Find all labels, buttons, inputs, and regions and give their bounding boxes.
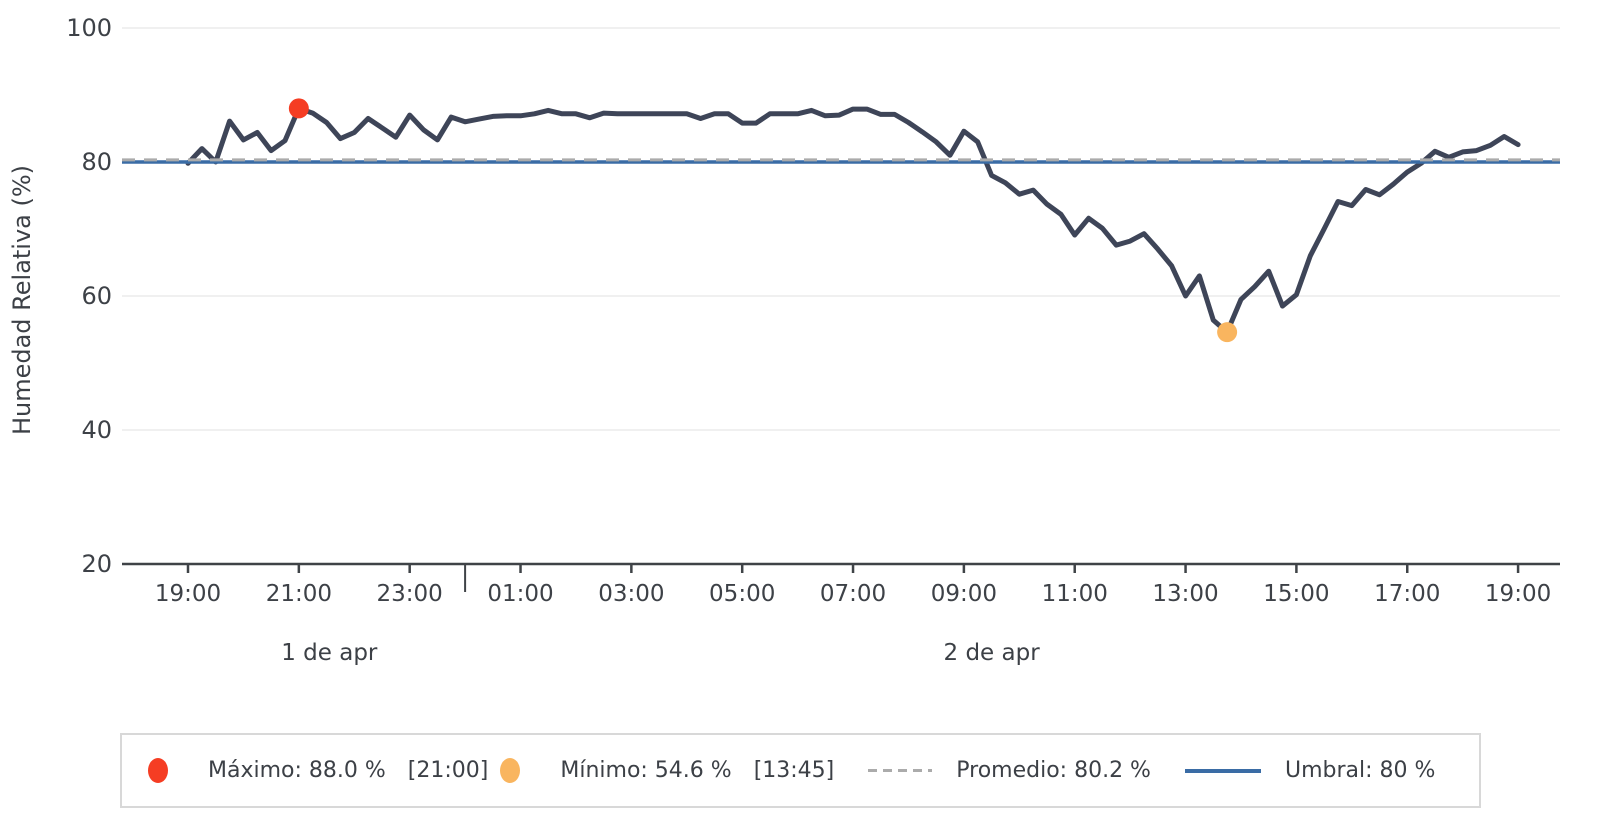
x-tick-label: 17:00 xyxy=(1374,581,1440,607)
x-tick-label: 01:00 xyxy=(487,581,553,607)
x-tick-label: 13:00 xyxy=(1152,581,1218,607)
threshold-line-icon xyxy=(1184,768,1261,773)
max-marker-icon xyxy=(148,758,168,783)
x-tick-label: 07:00 xyxy=(820,581,886,607)
max-point-marker xyxy=(288,98,309,119)
chart-legend: Máximo: 88.0 % [21:00] Mínimo: 54.6 % [1… xyxy=(120,733,1481,808)
legend-max-time: [21:00] xyxy=(407,758,489,783)
legend-item-threshold: Umbral: 80 % xyxy=(1184,758,1436,783)
y-tick-label: 100 xyxy=(66,14,112,42)
x-tick-label: 19:00 xyxy=(155,581,221,607)
legend-min-time: [13:45] xyxy=(753,758,835,783)
legend-min-label: Mínimo: 54.6 % xyxy=(560,758,732,783)
legend-item-min: Mínimo: 54.6 % [13:45] xyxy=(500,758,834,783)
y-tick-label: 40 xyxy=(81,416,112,444)
humidity-line xyxy=(185,105,1521,335)
y-tick-label: 60 xyxy=(81,282,112,310)
y-tick-label: 20 xyxy=(81,550,112,578)
legend-item-average: Promedio: 80.2 % xyxy=(868,758,1151,783)
y-tick-label: 80 xyxy=(81,148,112,176)
x-tick-label: 21:00 xyxy=(266,581,332,607)
y-axis-title: Humedad Relativa (%) xyxy=(8,165,36,435)
min-marker-icon xyxy=(500,758,521,783)
date-label: 2 de apr xyxy=(944,640,1041,666)
min-point-marker xyxy=(1217,322,1238,343)
legend-average-label: Promedio: 80.2 % xyxy=(956,758,1151,783)
legend-item-max: Máximo: 88.0 % [21:00] xyxy=(148,758,488,783)
x-tick-label: 19:00 xyxy=(1485,581,1551,607)
average-line-icon xyxy=(868,769,933,772)
x-tick-label: 11:00 xyxy=(1042,581,1108,607)
legend-threshold-label: Umbral: 80 % xyxy=(1284,758,1436,783)
x-tick-label: 23:00 xyxy=(377,581,443,607)
legend-max-label: Máximo: 88.0 % xyxy=(208,758,386,783)
x-tick-label: 09:00 xyxy=(931,581,997,607)
x-tick-label: 05:00 xyxy=(709,581,775,607)
x-tick-label: 15:00 xyxy=(1263,581,1329,607)
date-label: 1 de apr xyxy=(281,640,378,666)
x-tick-label: 03:00 xyxy=(598,581,664,607)
humidity-line-plot: 100 80 60 40 20 Humedad Relativa (%) 19:00 21:0… xyxy=(8,14,1560,666)
